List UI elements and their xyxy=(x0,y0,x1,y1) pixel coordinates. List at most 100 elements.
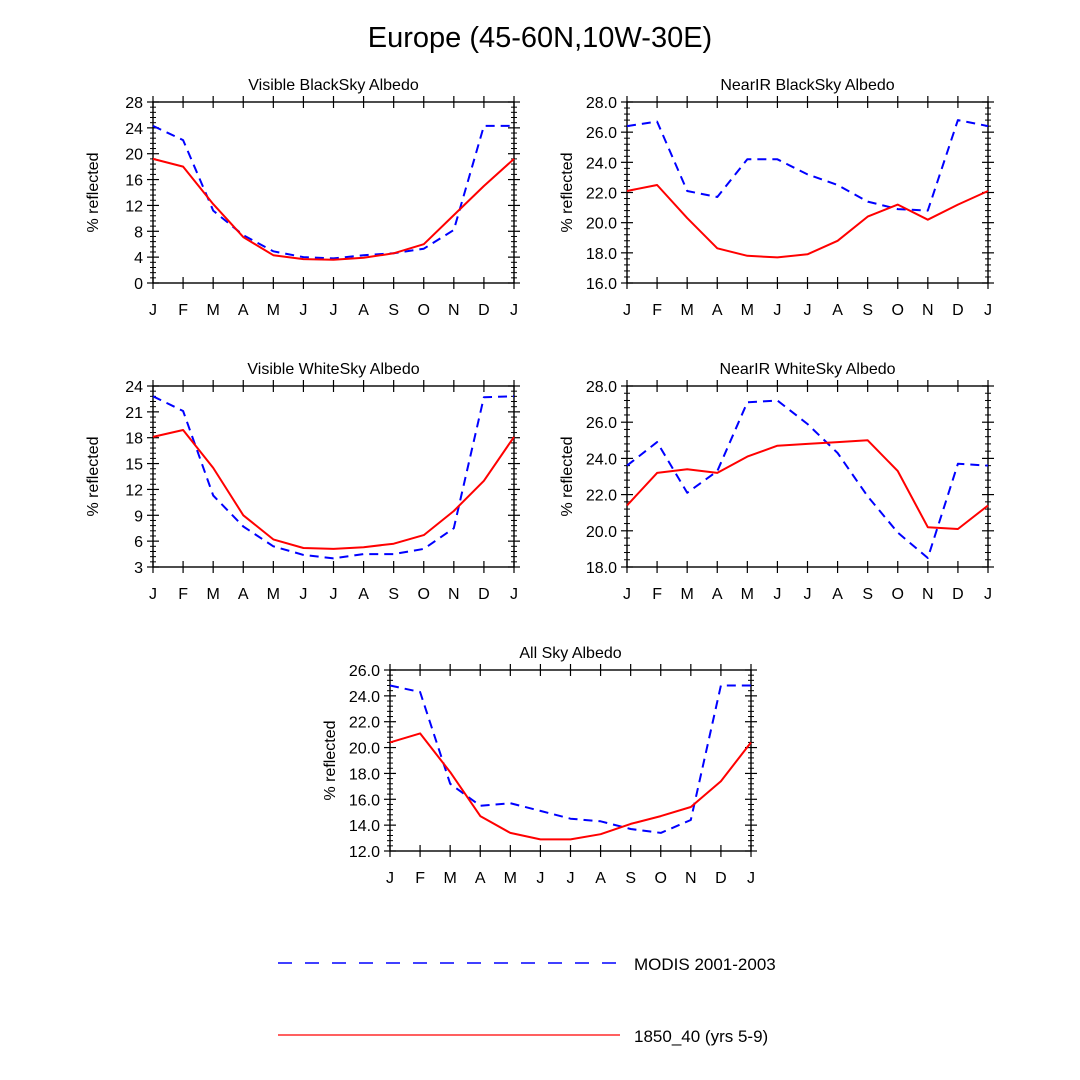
y-axis-label: % reflected xyxy=(85,152,102,232)
y-tick-label: 22.0 xyxy=(349,715,380,732)
x-tick-label: S xyxy=(862,302,873,319)
x-tick-label: F xyxy=(178,586,188,603)
chart-panel-3: Visible WhiteSky Albedo 3 6 9 12 15 18 21 24 J F M A… xyxy=(85,361,520,603)
x-tick-label: J xyxy=(623,586,631,603)
x-tick-label: F xyxy=(652,302,662,319)
x-tick-label: S xyxy=(388,302,399,319)
x-tick-label: O xyxy=(892,302,904,319)
y-axis-label: % reflected xyxy=(85,436,102,516)
y-tick-label: 28.0 xyxy=(586,95,617,112)
x-tick-label: M xyxy=(207,586,220,603)
x-tick-label: J xyxy=(623,302,631,319)
plot-frame xyxy=(626,385,989,568)
series-line-modis xyxy=(152,395,515,560)
chart-title: NearIR WhiteSky Albedo xyxy=(719,361,895,378)
y-tick-label: 16.0 xyxy=(586,276,617,293)
y-tick-label: 8 xyxy=(134,224,143,241)
x-tick-label: M xyxy=(741,586,754,603)
plot-frame xyxy=(152,385,515,568)
x-tick-label: J xyxy=(510,586,518,603)
y-axis-label: % reflected xyxy=(559,152,576,232)
y-tick-label: 22.0 xyxy=(586,186,617,203)
y-axis-label: % reflected xyxy=(322,720,339,800)
x-tick-label: J xyxy=(567,870,575,887)
figure-title: Europe (45-60N,10W-30E) xyxy=(367,22,713,54)
series-line-model xyxy=(389,732,752,841)
chart-title: NearIR BlackSky Albedo xyxy=(720,77,894,94)
x-tick-label: J xyxy=(149,586,157,603)
x-tick-label: A xyxy=(238,586,249,603)
y-tick-label: 18.0 xyxy=(586,560,617,577)
chart-title: Visible BlackSky Albedo xyxy=(248,77,419,94)
y-tick-label: 20.0 xyxy=(349,741,380,758)
x-tick-label: A xyxy=(595,870,606,887)
y-tick-label: 12.0 xyxy=(349,844,380,861)
x-tick-label: N xyxy=(922,586,934,603)
y-tick-label: 15 xyxy=(125,457,143,474)
x-tick-label: J xyxy=(804,302,812,319)
x-tick-label: J xyxy=(330,302,338,319)
x-tick-label: A xyxy=(712,302,723,319)
x-tick-label: D xyxy=(952,586,964,603)
y-tick-label: 24.0 xyxy=(349,689,380,706)
x-tick-label: M xyxy=(681,302,694,319)
y-tick-label: 16.0 xyxy=(349,792,380,809)
x-tick-label: S xyxy=(862,586,873,603)
y-tick-label: 18 xyxy=(125,431,143,448)
y-tick-label: 24.0 xyxy=(586,155,617,172)
x-tick-label: J xyxy=(804,586,812,603)
x-tick-label: M xyxy=(681,586,694,603)
x-tick-label: M xyxy=(504,870,517,887)
x-tick-label: J xyxy=(536,870,544,887)
chart-title: All Sky Albedo xyxy=(519,645,621,662)
x-tick-label: O xyxy=(892,586,904,603)
y-tick-label: 12 xyxy=(125,482,143,499)
x-tick-label: D xyxy=(715,870,727,887)
series-line-model xyxy=(152,429,515,550)
series-line-modis xyxy=(389,684,751,834)
y-tick-label: 26.0 xyxy=(586,415,617,432)
series-line-model xyxy=(626,439,989,530)
y-tick-label: 28 xyxy=(125,95,143,112)
x-tick-label: J xyxy=(299,586,307,603)
x-tick-label: O xyxy=(418,586,430,603)
x-tick-label: D xyxy=(478,302,490,319)
y-tick-label: 14.0 xyxy=(349,818,380,835)
y-tick-label: 26.0 xyxy=(349,663,380,680)
y-tick-label: 24 xyxy=(125,121,143,138)
series-line-modis xyxy=(152,124,514,260)
y-tick-label: 9 xyxy=(134,508,143,525)
x-tick-label: J xyxy=(510,302,518,319)
chart-panel-5: All Sky Albedo 12.0 14.0 16.0 18.0 20.0 22.0 24… xyxy=(322,645,757,887)
x-tick-label: J xyxy=(773,302,781,319)
x-tick-label: M xyxy=(267,586,280,603)
plot-frame xyxy=(152,101,515,284)
x-tick-label: A xyxy=(358,302,369,319)
y-tick-label: 24.0 xyxy=(586,451,617,468)
legend-label-model: 1850_40 (yrs 5-9) xyxy=(634,1027,768,1046)
y-tick-label: 0 xyxy=(134,276,143,293)
x-tick-label: S xyxy=(625,870,636,887)
y-tick-label: 20 xyxy=(125,147,143,164)
y-tick-label: 18.0 xyxy=(349,766,380,783)
x-tick-label: J xyxy=(330,586,338,603)
chart-title: Visible WhiteSky Albedo xyxy=(247,361,419,378)
x-tick-label: A xyxy=(712,586,723,603)
x-tick-label: N xyxy=(922,302,934,319)
plot-frame xyxy=(389,669,752,852)
y-tick-label: 20.0 xyxy=(586,216,617,233)
y-tick-label: 12 xyxy=(125,198,143,215)
x-tick-label: O xyxy=(655,870,667,887)
x-tick-label: J xyxy=(299,302,307,319)
y-axis-label: % reflected xyxy=(559,436,576,516)
y-tick-label: 16 xyxy=(125,173,143,190)
x-tick-label: F xyxy=(178,302,188,319)
x-tick-label: J xyxy=(386,870,394,887)
series-line-model xyxy=(152,157,515,261)
x-tick-label: O xyxy=(418,302,430,319)
legend: MODIS 2001-2003 1850_40 (yrs 5-9) xyxy=(278,955,776,1046)
series-line-modis xyxy=(626,399,989,559)
x-tick-label: N xyxy=(448,586,460,603)
